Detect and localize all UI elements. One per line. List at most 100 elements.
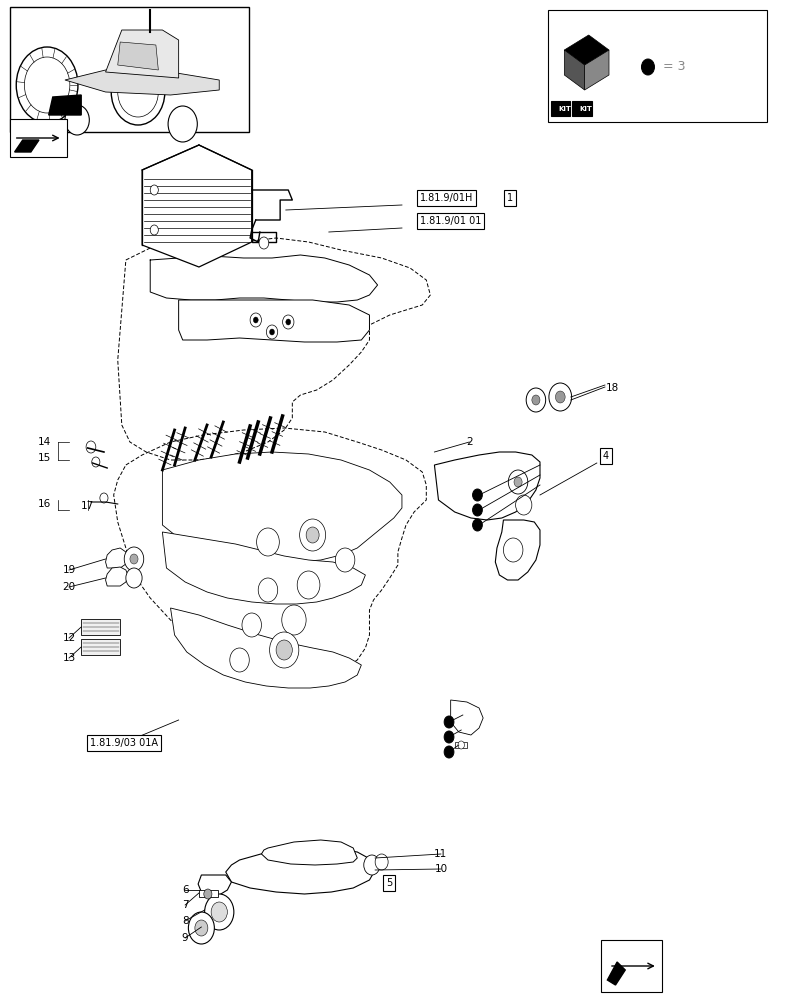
FancyBboxPatch shape xyxy=(81,639,120,655)
Polygon shape xyxy=(607,962,624,985)
Circle shape xyxy=(24,57,70,113)
Circle shape xyxy=(258,578,277,602)
Circle shape xyxy=(335,548,354,572)
Circle shape xyxy=(641,59,654,75)
Text: 1.81.9/03 01A: 1.81.9/03 01A xyxy=(90,738,157,748)
Text: 18: 18 xyxy=(605,383,618,393)
Circle shape xyxy=(126,568,142,588)
Circle shape xyxy=(204,889,212,899)
Circle shape xyxy=(86,441,96,453)
Circle shape xyxy=(242,613,261,637)
Text: 6: 6 xyxy=(182,885,188,895)
Circle shape xyxy=(195,920,208,936)
Polygon shape xyxy=(178,300,369,342)
Circle shape xyxy=(150,225,158,235)
Circle shape xyxy=(256,528,279,556)
Circle shape xyxy=(472,489,482,501)
Circle shape xyxy=(168,106,197,142)
Circle shape xyxy=(282,315,294,329)
Circle shape xyxy=(531,395,539,405)
Circle shape xyxy=(269,632,298,668)
Text: 7: 7 xyxy=(182,900,188,910)
FancyBboxPatch shape xyxy=(572,101,591,116)
Circle shape xyxy=(375,854,388,870)
Circle shape xyxy=(513,477,521,487)
Polygon shape xyxy=(114,428,426,682)
Circle shape xyxy=(444,716,453,728)
Polygon shape xyxy=(495,520,539,580)
Text: 20: 20 xyxy=(62,582,75,592)
Text: 11: 11 xyxy=(434,849,447,859)
Circle shape xyxy=(100,493,108,503)
Circle shape xyxy=(281,605,306,635)
Circle shape xyxy=(555,391,564,403)
Circle shape xyxy=(150,185,158,195)
Text: = 3: = 3 xyxy=(662,60,684,74)
Polygon shape xyxy=(450,700,483,735)
Circle shape xyxy=(130,554,138,564)
Text: KIT: KIT xyxy=(579,106,592,112)
Circle shape xyxy=(306,527,319,543)
Text: 10: 10 xyxy=(434,864,447,874)
Polygon shape xyxy=(118,42,158,70)
Text: 5: 5 xyxy=(385,878,392,888)
Circle shape xyxy=(515,495,531,515)
Text: 15: 15 xyxy=(38,453,51,463)
Polygon shape xyxy=(105,30,178,78)
Circle shape xyxy=(259,237,268,249)
Text: 19: 19 xyxy=(62,565,75,575)
Circle shape xyxy=(111,59,165,125)
Circle shape xyxy=(16,47,78,123)
Circle shape xyxy=(363,855,380,875)
Polygon shape xyxy=(454,742,466,748)
Text: KIT: KIT xyxy=(557,106,570,112)
Text: 1: 1 xyxy=(506,193,513,203)
Circle shape xyxy=(472,504,482,516)
Circle shape xyxy=(211,902,227,922)
Text: 4: 4 xyxy=(602,451,608,461)
Polygon shape xyxy=(162,452,401,562)
Text: 16: 16 xyxy=(38,499,51,509)
Polygon shape xyxy=(49,95,81,115)
Polygon shape xyxy=(162,532,365,604)
Text: 1.81.9/01H: 1.81.9/01H xyxy=(419,193,473,203)
Polygon shape xyxy=(65,70,219,95)
FancyBboxPatch shape xyxy=(10,7,249,132)
Polygon shape xyxy=(199,890,217,897)
Polygon shape xyxy=(434,452,539,520)
Circle shape xyxy=(503,538,522,562)
Circle shape xyxy=(297,571,320,599)
FancyBboxPatch shape xyxy=(81,619,120,635)
Circle shape xyxy=(299,519,325,551)
Circle shape xyxy=(285,319,290,325)
FancyBboxPatch shape xyxy=(10,119,67,157)
Text: 2: 2 xyxy=(466,437,472,447)
Circle shape xyxy=(526,388,545,412)
Circle shape xyxy=(444,746,453,758)
Text: 12: 12 xyxy=(62,633,75,643)
Circle shape xyxy=(92,457,100,467)
Polygon shape xyxy=(584,50,608,90)
FancyBboxPatch shape xyxy=(547,10,766,122)
Circle shape xyxy=(65,105,89,135)
Circle shape xyxy=(457,741,464,749)
Text: 13: 13 xyxy=(62,653,75,663)
FancyBboxPatch shape xyxy=(600,940,661,992)
Polygon shape xyxy=(564,50,584,90)
Polygon shape xyxy=(198,875,231,897)
Circle shape xyxy=(230,648,249,672)
Circle shape xyxy=(250,313,261,327)
Polygon shape xyxy=(105,567,128,586)
Text: 17: 17 xyxy=(81,501,94,511)
Circle shape xyxy=(266,325,277,339)
Circle shape xyxy=(124,547,144,571)
Polygon shape xyxy=(105,548,128,568)
Circle shape xyxy=(548,383,571,411)
Text: 14: 14 xyxy=(38,437,51,447)
Circle shape xyxy=(508,470,527,494)
Circle shape xyxy=(188,912,214,944)
Circle shape xyxy=(253,317,258,323)
Circle shape xyxy=(118,67,158,117)
Text: 9: 9 xyxy=(182,933,188,943)
Circle shape xyxy=(276,640,292,660)
